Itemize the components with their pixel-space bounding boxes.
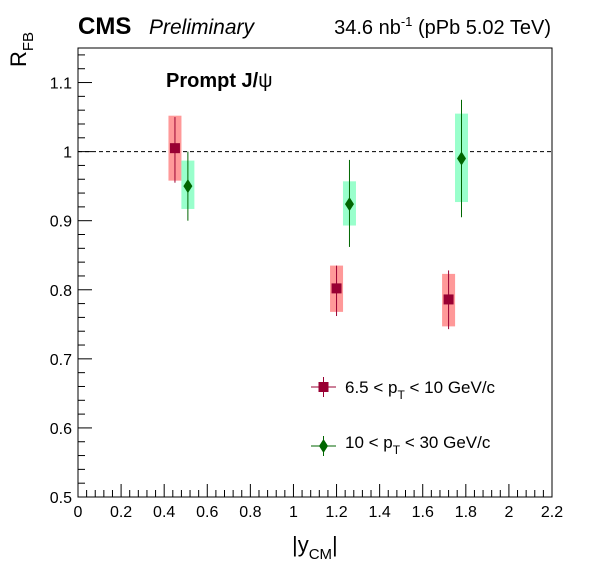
legend-item-high-pt: 10 < pT < 30 GeV/c [311, 433, 491, 457]
y-tick-label: 1.1 [50, 76, 72, 93]
y-tick-label: 1 [63, 145, 72, 162]
x-axis-title: |yCM| [292, 532, 338, 563]
luminosity-label: 34.6 nb-1 (pPb 5.02 TeV) [334, 14, 551, 39]
legend-square-marker [318, 382, 329, 392]
x-tick-label: 1.2 [325, 504, 347, 521]
prompt-jpsi-label: Prompt J/ψ [166, 70, 273, 92]
legend-low-pt-label: 6.5 < pT < 10 GeV/c [345, 378, 496, 402]
y-axis-title: RFB [6, 32, 37, 67]
x-tick-label: 0.8 [239, 504, 261, 521]
plot-frame [77, 47, 553, 498]
preliminary-label: Preliminary [149, 16, 256, 39]
x-tick-label: 1 [289, 504, 298, 521]
x-tick-label: 2.2 [541, 504, 563, 521]
y-tick-label: 0.5 [50, 490, 72, 507]
x-tick-label: 2 [504, 504, 513, 521]
y-tick-label: 0.7 [50, 352, 72, 369]
diamond-point [344, 197, 354, 212]
legend-item-low-pt: 6.5 < pT < 10 GeV/c [311, 377, 496, 402]
diamond-point [457, 151, 467, 166]
legend-diamond-marker [319, 439, 328, 453]
cms-label: CMS [78, 13, 131, 40]
x-tick-label: 0.2 [110, 504, 132, 521]
legend-high-pt-label: 10 < pT < 30 GeV/c [345, 433, 491, 457]
square-point [169, 143, 180, 154]
x-tick-label: 0.4 [153, 504, 175, 521]
diamond-point [183, 179, 193, 194]
y-tick-label: 0.8 [50, 283, 72, 300]
x-tick-label: 0.6 [196, 504, 218, 521]
x-tick-label: 0 [74, 504, 83, 521]
data-marks-layer [168, 99, 469, 330]
legend: 6.5 < pT < 10 GeV/c 10 < pT < 30 GeV/c [311, 377, 496, 457]
y-tick-label: 0.6 [50, 421, 72, 438]
square-point [443, 294, 454, 305]
x-tick-label: 1.8 [455, 504, 477, 521]
y-tick-label: 0.9 [50, 214, 72, 231]
square-point [331, 283, 342, 294]
x-tick-label: 1.6 [412, 504, 434, 521]
axis-layer: 0 0.2 0.4 0.6 0.8 1 1.2 1.4 1.6 1.8 2 2.2 0.5 0.6 0.7 0… [50, 54, 563, 521]
x-tick-label: 1.4 [369, 504, 391, 521]
